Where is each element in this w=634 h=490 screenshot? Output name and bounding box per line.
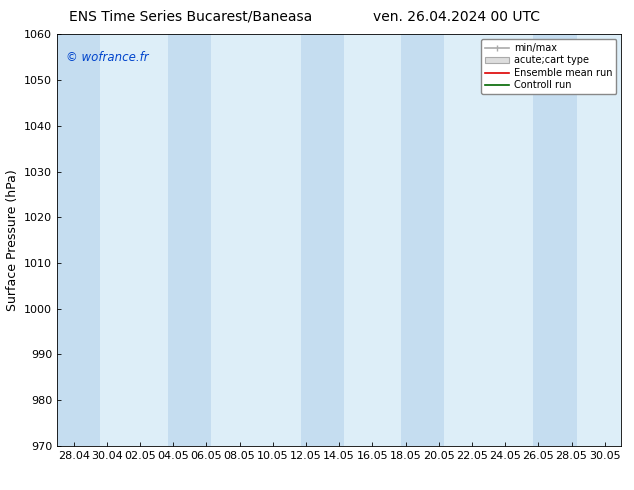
Text: ENS Time Series Bucarest/Baneasa: ENS Time Series Bucarest/Baneasa xyxy=(68,10,312,24)
Bar xyxy=(168,34,211,446)
Bar xyxy=(533,34,576,446)
Legend: min/max, acute;cart type, Ensemble mean run, Controll run: min/max, acute;cart type, Ensemble mean … xyxy=(481,39,616,94)
Bar xyxy=(57,34,100,446)
Bar xyxy=(401,34,444,446)
Y-axis label: Surface Pressure (hPa): Surface Pressure (hPa) xyxy=(6,169,18,311)
Text: ven. 26.04.2024 00 UTC: ven. 26.04.2024 00 UTC xyxy=(373,10,540,24)
Bar xyxy=(301,34,344,446)
Text: © wofrance.fr: © wofrance.fr xyxy=(65,51,148,64)
